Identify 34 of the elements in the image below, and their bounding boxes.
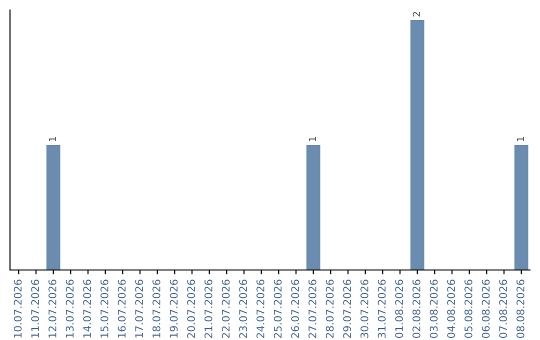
- data-label: 2: [412, 12, 420, 17]
- x-tick-label: 27.07.2026: [308, 280, 316, 338]
- data-label: 1: [308, 136, 316, 142]
- x-tick-label: 19.07.2026: [170, 280, 178, 338]
- x-tick-label: 21.07.2026: [204, 280, 212, 338]
- x-tick-label: 07.08.2026: [499, 280, 508, 338]
- x-tick-label: 31.07.2026: [378, 280, 386, 338]
- x-tick-label: 10.07.2026: [14, 280, 22, 338]
- x-tick-label: 15.07.2026: [100, 280, 108, 338]
- x-tick-label: 11.07.2026: [31, 280, 40, 338]
- x-tick-label: 01.08.2026: [395, 280, 404, 338]
- x-tick-label: 02.08.2026: [412, 280, 420, 338]
- x-tick-label: 24.07.2026: [256, 280, 264, 338]
- data-label: 1: [48, 136, 56, 142]
- x-tick-label: 25.07.2026: [274, 280, 282, 338]
- x-tick-label: 17.07.2026: [135, 280, 144, 338]
- x-tick-label: 26.07.2026: [291, 280, 300, 338]
- x-tick-label: 14.07.2026: [83, 280, 92, 338]
- x-tick-label: 03.08.2026: [430, 280, 438, 338]
- x-tick-label: 23.07.2026: [239, 280, 248, 338]
- x-tick-label: 20.07.2026: [187, 280, 196, 338]
- x-tick-label: 06.08.2026: [482, 280, 490, 338]
- x-tick-label: 30.07.2026: [360, 280, 368, 338]
- x-tick-label: 13.07.2026: [66, 280, 74, 338]
- x-tick-label: 22.07.2026: [222, 280, 230, 338]
- x-tick-label: 18.07.2026: [152, 280, 160, 338]
- x-tick-label: 29.07.2026: [343, 280, 352, 338]
- x-tick-label: 12.07.2026: [48, 280, 56, 338]
- x-tick-label: 08.08.2026: [516, 280, 524, 338]
- x-tick-label: 05.08.2026: [464, 280, 472, 338]
- x-tick-label: 16.07.2026: [118, 280, 126, 338]
- x-tick-label: 04.08.2026: [447, 280, 456, 338]
- data-label: 1: [516, 136, 524, 142]
- x-tick-label: 28.07.2026: [326, 280, 334, 338]
